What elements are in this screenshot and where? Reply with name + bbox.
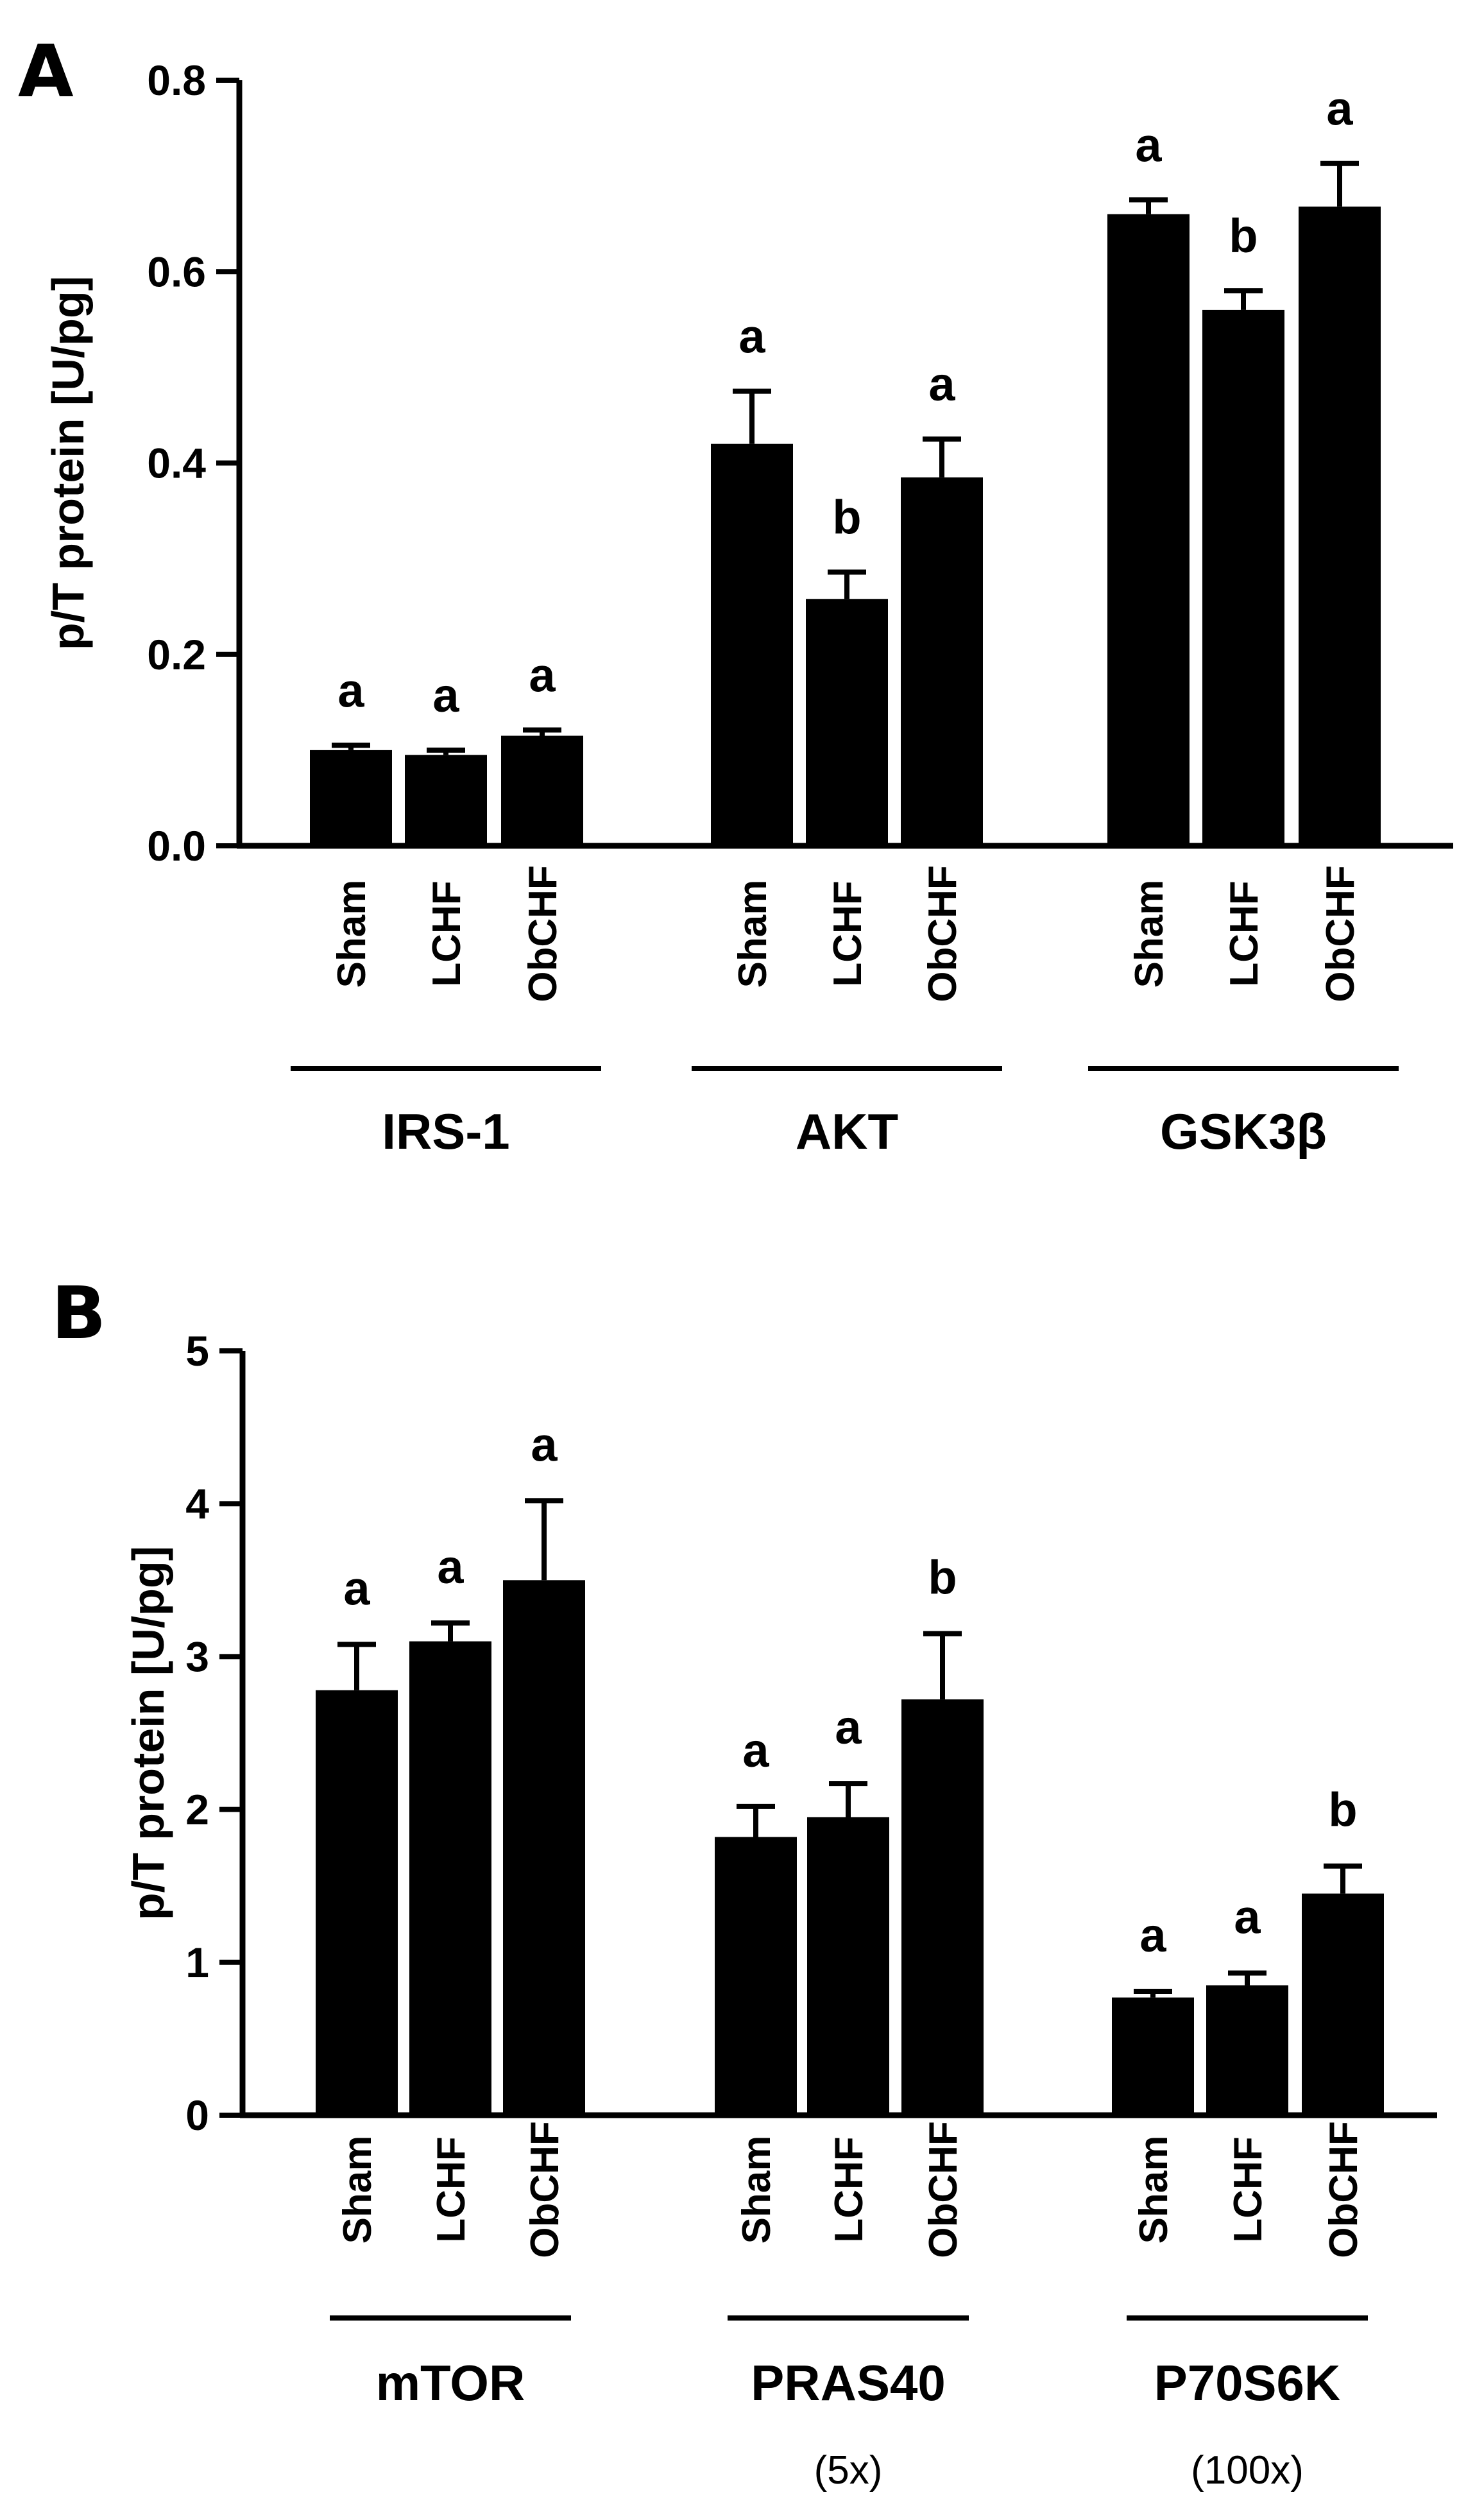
y-tick-label: 0 <box>185 2091 209 2139</box>
y-tick-label: 3 <box>185 1633 209 1680</box>
significance-label: b <box>1229 209 1258 262</box>
panel-a: A0.00.20.40.60.8p/T protein [U/pg]aShama… <box>18 30 1453 1160</box>
bar <box>807 1817 889 2115</box>
y-tick-label: 0.2 <box>147 631 206 678</box>
x-category-label: ObCHF <box>921 2121 966 2258</box>
significance-label: a <box>928 357 955 411</box>
significance-label: a <box>1135 118 1162 171</box>
x-category-label: LCHF <box>826 880 870 986</box>
x-category-label: LCHF <box>1222 880 1267 986</box>
significance-label: a <box>337 664 364 717</box>
y-tick-label: 1 <box>185 1939 209 1986</box>
x-category-label: Sham <box>336 2136 380 2244</box>
significance-label: a <box>1139 1909 1166 1962</box>
bar <box>901 1699 984 2115</box>
significance-label: b <box>832 491 861 544</box>
x-category-label: Sham <box>1132 2136 1176 2244</box>
x-category-label: LCHF <box>429 2136 473 2242</box>
x-category-label: LCHF <box>1226 2136 1270 2242</box>
x-category-label: Sham <box>731 880 775 988</box>
bar <box>1302 1893 1384 2115</box>
bar <box>1206 1985 1288 2115</box>
y-tick-label: 0.4 <box>147 440 206 487</box>
bar-group-1: a Sham b LCHF a ObCHF AKT <box>692 310 1002 1160</box>
bar <box>711 443 793 846</box>
group-note: (5x) <box>814 2448 883 2493</box>
group-label: IRS-1 <box>382 1103 509 1160</box>
x-category-label: ObCHF <box>521 865 565 1002</box>
y-tick-label: 0.6 <box>147 248 206 295</box>
significance-label: a <box>1234 1890 1261 1943</box>
group-label: PRAS40 <box>751 2355 945 2411</box>
significance-label: a <box>437 1540 464 1593</box>
bar <box>409 1641 491 2115</box>
bar <box>806 599 888 846</box>
group-label: P70S6K <box>1154 2355 1341 2411</box>
bar <box>1299 206 1381 846</box>
x-category-label: Sham <box>330 880 374 988</box>
significance-label: a <box>738 310 765 363</box>
x-category-label: ObCHF <box>523 2121 567 2258</box>
bar-group-0: a Sham a LCHF a ObCHF mTOR <box>316 1418 585 2411</box>
bar-group-1: a Sham a LCHF b ObCHF PRAS40 (5x) <box>715 1551 984 2493</box>
significance-label: a <box>531 1418 558 1471</box>
significance-label: a <box>343 1561 370 1615</box>
panel-b: B 0 1 2 3 4 5 p/T protein [U/pg] a Sham a LCHF a ObCH… <box>51 1272 1437 2493</box>
bar <box>901 477 983 846</box>
x-category-label: Sham <box>1127 880 1172 988</box>
group-label: AKT <box>796 1103 898 1160</box>
bar <box>1112 1997 1194 2115</box>
significance-label: a <box>835 1701 862 1754</box>
significance-label: a <box>529 649 556 702</box>
y-tick-label: 4 <box>185 1480 209 1527</box>
x-category-label: ObCHF <box>1318 865 1363 1002</box>
y-axis-label: p/T protein [U/pg] <box>123 1546 173 1920</box>
panel-letter: A <box>18 30 74 114</box>
panel-letter: B <box>51 1272 106 1355</box>
y-tick-label: 0.0 <box>147 822 206 870</box>
bar <box>316 1690 398 2115</box>
bar <box>405 755 487 846</box>
x-category-label: LCHF <box>425 880 469 986</box>
group-label: mTOR <box>376 2355 525 2411</box>
x-category-label: LCHF <box>827 2136 871 2242</box>
significance-label: b <box>1328 1783 1357 1837</box>
significance-label: b <box>928 1551 957 1604</box>
bar-group-2: a Sham b LCHF a ObCHF GSK3β <box>1088 82 1399 1160</box>
y-tick-label: 2 <box>185 1786 209 1833</box>
significance-label: a <box>432 669 459 722</box>
bar <box>501 735 583 846</box>
x-category-label: ObCHF <box>1322 2121 1366 2258</box>
y-tick-label: 5 <box>185 1327 209 1375</box>
bar <box>310 750 392 846</box>
x-category-label: ObCHF <box>921 865 965 1002</box>
bar-group-2: a Sham a LCHF b ObCHF P70S6K (100x) <box>1112 1783 1384 2493</box>
bar <box>715 1837 797 2115</box>
x-category-label: Sham <box>735 2136 779 2244</box>
bar <box>1202 309 1284 846</box>
bar <box>503 1580 585 2115</box>
y-axis-label: p/T protein [U/pg] <box>43 276 93 650</box>
bar <box>1107 214 1190 846</box>
group-note: (100x) <box>1191 2448 1304 2493</box>
group-label: GSK3β <box>1160 1103 1327 1160</box>
bar-group-0: a Sham a LCHF a ObCHF IRS-1 <box>291 649 601 1160</box>
significance-label: a <box>742 1724 769 1777</box>
y-tick-label: 0.8 <box>147 56 206 104</box>
significance-label: a <box>1326 82 1353 135</box>
